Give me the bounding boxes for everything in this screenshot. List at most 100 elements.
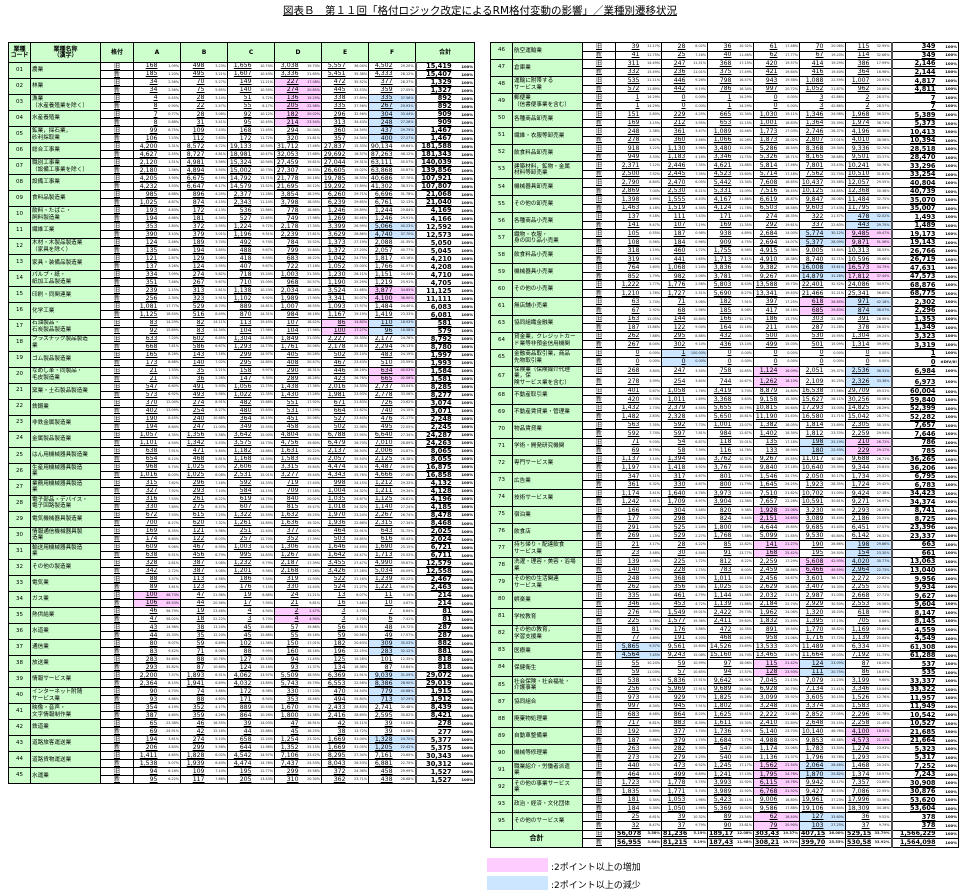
- grade-b-percent: 8.20%: [686, 710, 708, 720]
- grade-a-percent: 3.99%: [640, 376, 662, 388]
- grade-a-percent: 2.72%: [158, 566, 181, 577]
- grade-f-percent: 37.70%: [393, 230, 417, 240]
- grade-d-count: 1,267: [274, 550, 300, 560]
- table-row: 07 職別工事業 （設備工事業を除く）旧 2,120 1.51% 4,981 3.56% 1…: [8, 158, 476, 176]
- grade-f-percent: 29.20%: [393, 61, 417, 72]
- grade-b-percent: 4.58%: [205, 574, 229, 585]
- grade-a-percent: 0.90%: [158, 102, 181, 112]
- grade-f-count: 1,274: [845, 744, 871, 754]
- grade-d-count: 3,315: [274, 462, 300, 472]
- grade-b-percent: 7.16%: [205, 478, 229, 488]
- grade-c-percent: 12.15%: [732, 118, 754, 129]
- grade-d-percent: 15.05%: [778, 331, 800, 342]
- rating-old-label: 旧: [100, 350, 134, 360]
- grade-b-percent: 7.63%: [205, 134, 229, 144]
- grade-f-percent: 27.28%: [393, 118, 417, 128]
- grade-f-percent: 48.12%: [393, 150, 417, 160]
- grade-d-percent: 24.65%: [778, 514, 800, 524]
- grade-d-percent: 20.40%: [299, 422, 323, 432]
- total-percent: 100%: [936, 263, 959, 273]
- grade-f-count: 6,640: [368, 430, 394, 440]
- grade-f-percent: 43.16%: [393, 254, 417, 264]
- grade-c-count: 1,138: [227, 286, 253, 296]
- grade-e-count: 1,093: [321, 302, 347, 312]
- grade-e-percent: 23.93%: [346, 390, 370, 400]
- grade-f-percent: 25.04%: [870, 633, 892, 644]
- table-row: 02 林業旧 34 2.56% 70 5.27% 149 11.21% 227 17.08% 472…: [8, 78, 476, 96]
- grade-d-count: 57: [274, 623, 300, 633]
- grade-f-count: 198: [845, 540, 871, 550]
- total-count: 785: [890, 446, 937, 456]
- grade-c-count: 171: [707, 212, 733, 222]
- rating-new-label: 新: [582, 237, 616, 248]
- grade-c-percent: 10.74%: [252, 61, 276, 72]
- grade-f-percent: 13.25%: [870, 701, 892, 712]
- grade-f-count: 30,256: [845, 395, 871, 405]
- grade-b-percent: 2.96%: [686, 306, 708, 316]
- grade-f-count: 2: [845, 93, 871, 103]
- grade-a-percent: 0.86%: [640, 735, 662, 746]
- total-count: 881: [414, 647, 453, 657]
- grade-f-count: 6,334: [845, 642, 871, 652]
- industry-code: 36: [8, 623, 31, 641]
- rating-old-label: 旧: [582, 127, 616, 137]
- grade-c-percent: 10.28%: [732, 744, 754, 754]
- grade-b-percent: 2.95%: [205, 222, 229, 232]
- grade-e-count: 19,785: [321, 174, 347, 184]
- grade-c-count: 158: [227, 366, 253, 376]
- grade-d-count: 62: [753, 50, 779, 61]
- grade-e-percent: 17.97%: [346, 302, 370, 312]
- table-row: 38 放送業旧 283 34.60% 88 10.76% 127 15.53% 94 11.49%…: [8, 655, 476, 673]
- industry-code: 10: [8, 206, 31, 224]
- grade-d-percent: 23.32%: [299, 735, 323, 745]
- grade-e-count: 338: [321, 94, 347, 104]
- grade-e-count: 399,700: [799, 838, 825, 848]
- grade-b-percent: 4.43%: [686, 195, 708, 205]
- grade-f-count: 779: [368, 687, 394, 697]
- rating-new-label: 新: [100, 182, 134, 192]
- grade-a-percent: 0.56%: [640, 237, 662, 248]
- grade-f-count: 6,761: [368, 198, 394, 208]
- rating-new-label: 新: [100, 390, 134, 400]
- grade-e-percent: 25.84%: [346, 695, 370, 705]
- total-percent: 100%: [936, 220, 959, 231]
- grade-e-count: 2,807: [799, 135, 825, 146]
- grade-c-percent: 6.56%: [732, 246, 754, 256]
- grade-d-count: 32,053: [274, 150, 300, 160]
- industry-code: 08: [8, 174, 31, 192]
- grade-e-count: 3: [321, 607, 347, 617]
- grade-b-percent: 0.00%: [686, 357, 708, 367]
- total-count: 68,775: [890, 288, 937, 299]
- grade-b-count: 945: [661, 701, 687, 712]
- grade-e-count: 11,017: [799, 454, 825, 465]
- total-count: 5,317: [890, 752, 937, 763]
- grade-e-percent: 24.33%: [346, 382, 370, 392]
- grade-b-count: 236: [661, 67, 687, 78]
- total-percent: 100%: [936, 821, 959, 831]
- total-count: 349: [890, 50, 937, 61]
- grade-e-percent: 21.83%: [346, 398, 370, 408]
- grade-d-percent: 18.16%: [299, 647, 323, 657]
- grade-c-count: 18,981: [227, 150, 253, 160]
- grade-d-percent: 17.98%: [299, 214, 323, 224]
- grade-f-percent: 22.73%: [870, 565, 892, 576]
- grade-e-count: 464: [321, 526, 347, 536]
- grade-f-count: 16,573: [845, 263, 871, 273]
- grade-f-percent: 37.29%: [393, 695, 417, 705]
- grade-b-count: 274: [180, 735, 206, 745]
- grade-a-percent: 1.77%: [640, 280, 662, 290]
- grade-d-percent: 23.54%: [299, 118, 323, 128]
- grade-f-count: 438: [368, 775, 394, 785]
- total-count: 6,984: [890, 365, 937, 378]
- grade-e-count: 2,929: [799, 599, 825, 610]
- industry-code: 75: [490, 505, 513, 524]
- grade-a-percent: 7.12%: [640, 161, 662, 171]
- grade-f-percent: 34.85%: [393, 286, 417, 296]
- rating-old-label: 旧: [100, 719, 134, 729]
- grade-c-count: 5,803: [707, 280, 733, 290]
- grade-e-count: 9,853: [799, 735, 825, 746]
- grade-a-count: 140: [615, 565, 641, 576]
- grade-f-count: 48: [368, 623, 394, 633]
- grade-b-percent: 7.91%: [686, 701, 708, 712]
- grade-d-percent: 19.78%: [778, 778, 800, 788]
